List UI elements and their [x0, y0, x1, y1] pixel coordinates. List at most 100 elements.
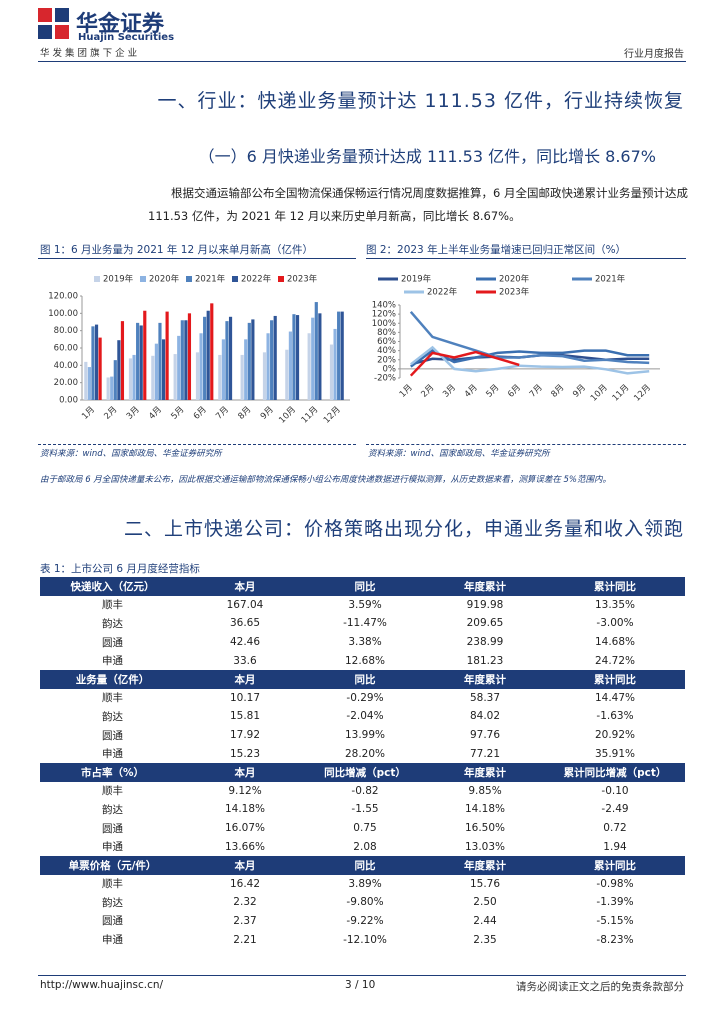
bar: [210, 303, 214, 400]
cell: 24.72%: [594, 654, 636, 667]
cell: 2.21: [233, 933, 257, 946]
cell: 快递收入（亿元）: [40, 577, 185, 596]
x-tick-label: 12月: [322, 405, 343, 426]
line: [410, 345, 650, 375]
bar: [128, 358, 133, 400]
bar: [94, 324, 99, 400]
cell: 9.85%: [468, 784, 502, 797]
cell: -9.80%: [346, 896, 384, 909]
header-rule: [38, 61, 686, 62]
bar: [228, 316, 233, 400]
bar: [240, 354, 244, 400]
legend-swatch: [186, 276, 192, 282]
cell: 累计同比: [545, 855, 685, 875]
cell: 16.42: [229, 877, 261, 890]
legend-swatch: [140, 276, 146, 282]
cell: 35.91%: [594, 747, 636, 760]
cell: -5.15%: [596, 914, 634, 927]
cell: 申通: [102, 748, 123, 761]
source: 资料来源：wind、国家邮政局、华金证券研究所: [368, 449, 550, 459]
cell: 0.72: [603, 822, 627, 835]
bar: [295, 315, 300, 400]
figure-caption: 图 1：6 月业务量为 2021 年 12 月以来单月新高（亿件）: [40, 244, 313, 256]
cell: 181.23: [466, 654, 504, 667]
cell: 顺丰: [102, 785, 123, 798]
rule: [366, 444, 686, 445]
bar: [292, 314, 296, 400]
row: 韵达 14.18% -1.55 14.18% -2.49: [40, 800, 685, 819]
row: 圆通 42.46 3.38% 238.99 14.68%: [40, 633, 685, 652]
cell: 15.76: [469, 877, 501, 890]
cell: 同比: [305, 855, 425, 875]
cell: -0.10: [601, 784, 629, 797]
footer-rule: [38, 975, 686, 976]
cell: 15.23: [229, 747, 261, 760]
bar: [262, 352, 267, 400]
bar: [337, 311, 341, 400]
cell: -1.63%: [596, 710, 634, 723]
x-tick-label: 10月: [589, 383, 610, 404]
row: 韵达 36.65 -11.47% 209.65 -3.00%: [40, 614, 685, 633]
chart: 0.00 20.00 40.00 60.00 80.00 100.00 120.00 1月 2月…: [48, 274, 350, 426]
bar: [120, 321, 125, 400]
subheading: （一）6 月快递业务量预计达成 111.53 亿件，同比增长 8.67%: [198, 147, 656, 166]
line: [409, 310, 650, 365]
legend-swatch: [94, 276, 100, 282]
x-tick-label: 4月: [463, 383, 480, 400]
cell: 年度累计: [425, 762, 545, 782]
row: 圆通 17.92 13.99% 97.76 20.92%: [40, 726, 685, 745]
source: 资料来源：wind、国家邮政局、华金证券研究所: [40, 449, 222, 459]
y-tick-label: 120.00: [48, 292, 78, 302]
table-caption: 表 1：上市公司 6 月月度经营指标: [40, 563, 200, 575]
cell: 14.18%: [224, 803, 266, 816]
cell: 33.6: [233, 654, 257, 667]
cell: 年度累计: [425, 669, 545, 689]
header-row: 市占率（%） 本月 同比增减（pct） 年度累计 累计同比增减（pct）: [40, 762, 685, 782]
cell: -0.98%: [596, 877, 634, 890]
cell: 韵达: [102, 803, 123, 816]
x-tick-label: 8月: [549, 383, 566, 400]
cell: 圆通: [102, 915, 123, 928]
legend-swatch: [278, 276, 284, 282]
logo-icon: [38, 8, 69, 39]
bar: [340, 311, 344, 400]
header-row: 单票价格（元/件） 本月 同比 年度累计 累计同比: [40, 855, 685, 875]
cell: 3.89%: [348, 877, 382, 890]
rule: [38, 444, 356, 445]
legend-label: 2020年: [499, 274, 530, 285]
y-tick-label: 60%: [377, 337, 396, 347]
bar: [143, 310, 147, 400]
cell: 14.47%: [594, 691, 636, 704]
cell: 28.20%: [344, 747, 386, 760]
cell: 2.50: [473, 896, 497, 909]
bar: [139, 325, 143, 400]
bar: [270, 320, 274, 400]
cell: 申通: [102, 655, 123, 668]
y-tick-label: 140%: [372, 301, 396, 311]
x-tick-label: 6月: [192, 405, 209, 422]
cell: 77.21: [469, 747, 501, 760]
cell: -11.47%: [343, 617, 387, 630]
logo-text: 华金证券: [76, 12, 165, 37]
cell: 3.38%: [348, 636, 382, 649]
y-tick-label: -20%: [374, 374, 396, 384]
legend-swatch: [232, 276, 238, 282]
bar: [225, 321, 229, 400]
bar: [87, 367, 91, 400]
table: 快递收入（亿元） 本月 同比 年度累计 累计同比 顺丰 167.04 3.59% 919.98 1…: [40, 577, 685, 949]
cell: 16.50%: [464, 822, 506, 835]
cell: 2.08: [353, 840, 377, 853]
cell: 13.66%: [224, 840, 266, 853]
bar: [333, 328, 337, 400]
cell: 同比增减（pct）: [305, 762, 425, 782]
legend-label: 2020年: [149, 274, 180, 285]
cell: 97.76: [469, 729, 501, 742]
bar: [251, 319, 255, 400]
x-tick-label: 5月: [484, 383, 501, 400]
bar: [110, 376, 114, 400]
bar: [151, 355, 155, 400]
cell: 2.37: [233, 914, 257, 927]
bar: [98, 337, 102, 400]
legend-label: 2023年: [499, 287, 530, 298]
